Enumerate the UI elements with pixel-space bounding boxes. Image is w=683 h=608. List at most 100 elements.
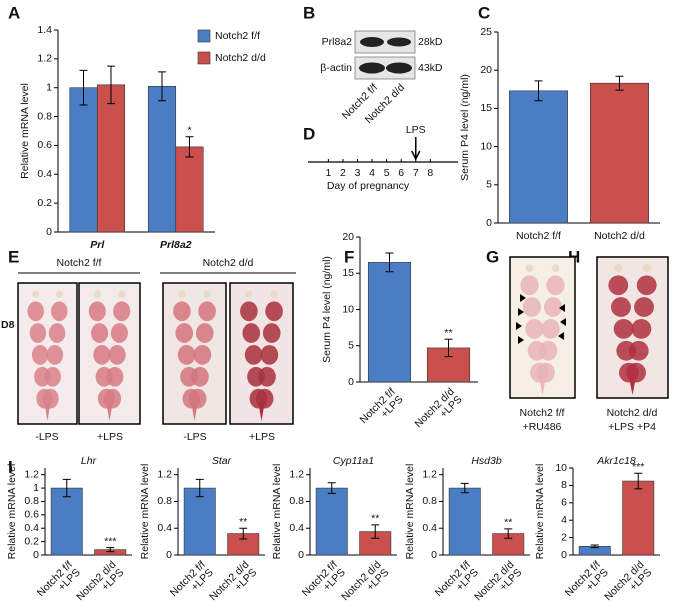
x-tick-label: 5 [384,167,390,179]
day-label: D8 [1,319,15,331]
embryo-site [48,323,66,343]
photo-caption: +LPS +P4 [608,421,656,433]
arrowhead [560,318,566,326]
y-tick-label: 2 [561,531,567,543]
blot-row-label: β-actin [320,62,352,74]
error-bar [79,69,88,106]
embryo-site [108,345,126,365]
y-tick-label: 6 [561,497,567,509]
annotation: LPS [406,124,426,136]
error-bar [106,547,115,553]
embryo-site [191,366,209,387]
y-tick-label: 10 [555,462,567,474]
y-tick-label: 5 [348,340,354,352]
bar [590,82,649,224]
y-axis-label: Relative mRNA level [271,464,283,560]
error-bar [195,478,204,498]
embryo-site [106,366,124,387]
y-tick-label: 0.4 [422,522,437,534]
panel-letter: A [8,3,20,22]
embryo-site [29,323,47,343]
x-axis-label: Day of pregnancy [327,180,410,192]
blot-band [359,62,385,74]
bar [147,85,177,233]
y-axis-label: Relative mRNA level [6,464,18,560]
y-tick-label: 0 [166,549,172,561]
y-tick-label: 1.2 [24,468,39,480]
panel-letter: E [8,247,19,266]
y-axis-label: Relative mRNA level [19,83,31,179]
y-tick-label: 0 [348,376,354,388]
photo-caption: Notch2 d/d [607,407,658,419]
lane-label: +LPS [249,431,275,443]
y-tick-label: 0.4 [24,522,39,534]
y-tick-label: 5 [486,179,492,191]
embryo-site [262,323,281,343]
group-label: Notch2 d/d [203,257,254,269]
panel-letter: G [486,247,499,266]
ovary [93,290,101,298]
y-tick-label: 0.8 [37,110,52,122]
embryo-site [198,301,216,322]
y-tick-label: 0 [431,549,437,561]
x-tick-label: Prl [90,239,105,251]
ovary [245,290,253,299]
embryo-site [31,345,49,365]
chart-title: Star [212,455,232,467]
embryo-site [520,275,539,296]
y-axis-label: Serum P4 level (ng/ml) [321,256,333,363]
legend-swatch [197,51,211,65]
embryo-site [27,301,44,322]
cervix [628,376,637,396]
error-bar [504,528,513,539]
y-tick-label: 25 [480,26,492,38]
y-tick-label: 8 [561,479,567,491]
embryo-site [195,323,214,343]
arrowhead [559,304,565,312]
error-bar [385,252,394,273]
y-tick-label: 1.2 [37,53,52,65]
cervix [191,402,198,422]
x-tick-label: 6 [398,167,404,179]
y-tick-label: 1.2 [157,468,172,480]
embryo-site [631,319,652,339]
blot-band [360,37,384,47]
embryo-site [242,323,261,343]
y-tick-label: 0.6 [24,509,39,521]
embryo-site [628,340,649,361]
x-tick-label: 3 [355,167,361,179]
embryo-site [541,319,560,339]
bar [175,146,204,233]
embryo-site [110,323,128,343]
chart-title: Akr1c18 [596,455,636,467]
embryo-site [175,323,194,343]
blot-row-label: Prl8a2 [322,36,353,48]
y-tick-label: 1 [33,482,39,494]
significance: * [187,125,191,137]
embryo-site [51,301,68,322]
y-tick-label: 0 [33,549,39,561]
group-label: Notch2 f/f [57,257,102,269]
y-tick-label: 20 [342,231,354,243]
ovary [55,290,63,298]
cervix [539,376,546,396]
ovary [178,290,186,299]
cervix [258,402,265,422]
y-tick-label: 0.4 [37,168,52,180]
error-bar [534,80,543,102]
embryo-site [93,345,111,365]
y-tick-label: 1 [46,81,52,93]
x-tick-label: 1 [325,167,331,179]
arrowhead [518,308,524,316]
embryo-site [626,362,646,383]
error-bar [444,338,453,358]
error-bar [239,527,248,540]
y-tick-label: 0.6 [37,139,52,151]
significance: ** [239,516,247,528]
significance: *** [632,461,644,473]
embryo-site [88,301,106,322]
bar [622,480,655,556]
embryo-site [611,297,631,317]
ovary [203,290,211,299]
